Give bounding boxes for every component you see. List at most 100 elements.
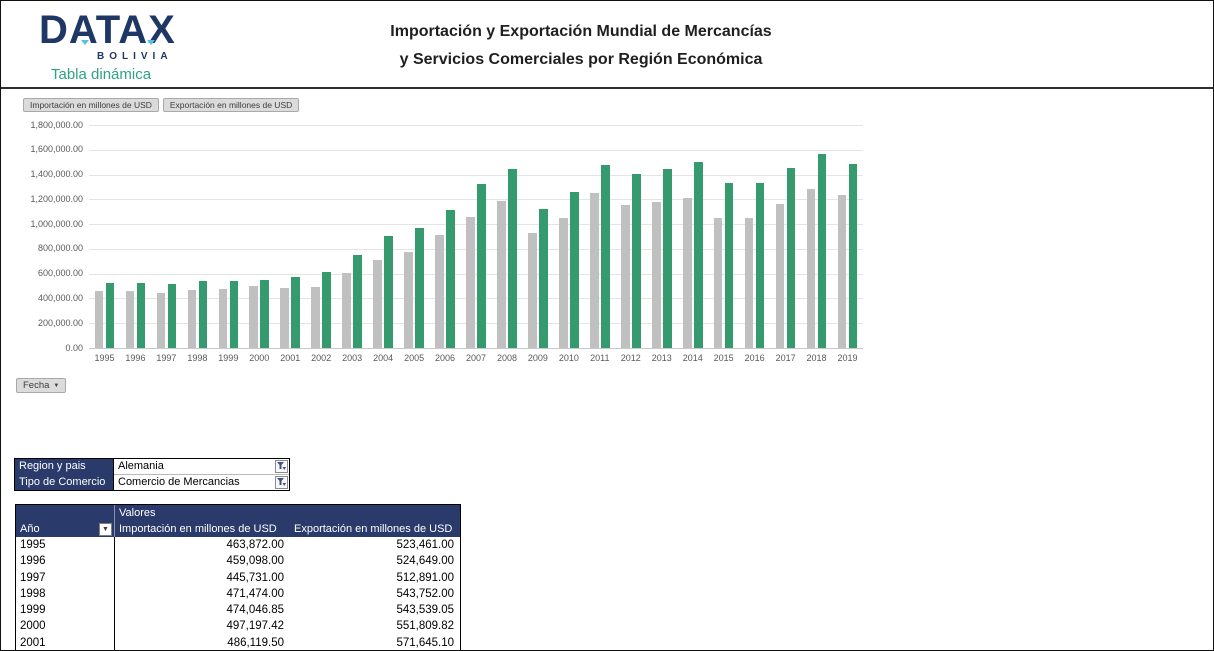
bar-export-2006	[446, 210, 455, 348]
bar-import-2000	[249, 286, 259, 348]
filter-row: Tipo de Comercio Comercio de Mercancias	[15, 474, 289, 490]
year-column-header: Año ▼	[16, 521, 115, 537]
x-axis-tick-label: 2010	[558, 353, 579, 363]
x-axis-tick-label: 2011	[590, 353, 610, 363]
brand-tagline: Tabla dinámica	[51, 66, 152, 83]
filter-field-value: Alemania	[114, 459, 289, 475]
y-gridline	[89, 149, 863, 151]
x-axis-tick-label: 1995	[94, 353, 115, 363]
y-gridline	[89, 323, 863, 325]
y-gridline	[89, 273, 863, 275]
y-axis-tick-label: 400,000.00	[37, 292, 83, 303]
bar-import-2017	[775, 204, 785, 348]
bar-export-2013	[662, 169, 672, 348]
table-row: 2000 497,197.42 551,809.82	[16, 618, 460, 635]
x-axis-tick-label: 2019	[837, 353, 858, 363]
chart-legend: Importación en millones de USD Exportaci…	[23, 98, 300, 112]
x-axis-tick-label: 2018	[806, 353, 827, 363]
export-value-cell: 543,752.00	[396, 587, 454, 600]
bar-import-2006	[435, 235, 444, 348]
bar-export-2004	[384, 236, 393, 348]
export-value-cell: 571,645.10	[396, 636, 454, 649]
filter-field-label: Tipo de Comercio	[15, 474, 114, 490]
bar-import-2009	[528, 233, 537, 348]
bar-import-2002	[311, 287, 320, 348]
y-axis-tick-label: 1,000,000.00	[30, 218, 83, 229]
bar-export-2002	[322, 272, 331, 348]
bar-import-2003	[342, 273, 351, 348]
filter-funnel-dropdown-icon[interactable]	[275, 460, 288, 473]
y-gridline	[89, 125, 863, 126]
x-axis-tick-label: 1999	[218, 353, 239, 363]
table-row: 1995 463,872.00 523,461.00	[16, 537, 460, 554]
bar-import-2007	[466, 217, 475, 348]
bar-import-2001	[280, 288, 290, 348]
bar-export-2011	[601, 165, 610, 348]
bar-import-2011	[590, 193, 599, 348]
bar-import-1999	[218, 289, 228, 348]
x-axis-tick-label: 2017	[775, 353, 796, 363]
x-axis-tick-label: 2001	[280, 353, 301, 363]
y-gridline	[89, 348, 863, 349]
y-axis-tick-label: 1,400,000.00	[30, 169, 83, 180]
table-row: 1997 445,731.00 512,891.00	[16, 569, 460, 586]
import-value-cell: 445,731.00	[226, 571, 284, 584]
x-axis-tick-label: 2007	[465, 353, 487, 363]
x-axis-tick-label: 1996	[125, 353, 146, 363]
y-gridline	[89, 174, 863, 176]
year-filter-dropdown-icon[interactable]: ▼	[99, 522, 112, 536]
bar-export-2000	[260, 280, 270, 348]
import-value-cell: 486,119.50	[227, 636, 284, 649]
bar-import-2013	[651, 202, 661, 348]
table-row: 1999 474,046.85 543,539.05	[16, 602, 460, 619]
export-column-header: Exportación en millones de USD	[294, 523, 453, 535]
x-axis-tick-label: 1997	[156, 353, 177, 363]
export-value-cell: 512,891.00	[396, 571, 454, 584]
y-gridline	[89, 298, 863, 300]
chevron-down-icon: ▼	[53, 382, 60, 389]
table-row: 1998 471,474.00 543,752.00	[16, 585, 460, 603]
fecha-field-button[interactable]: Fecha ▼	[16, 378, 67, 393]
y-gridline	[89, 248, 863, 250]
pivot-table-body: 1995 463,872.00 523,461.00 1996 459,098.00 52…	[16, 537, 460, 650]
export-value-cell: 543,539.05	[396, 604, 454, 617]
legend-field-export-button[interactable]: Exportación en millones de USD	[162, 98, 300, 112]
x-axis-tick-label: 2006	[435, 353, 456, 363]
bar-export-2015	[724, 183, 734, 348]
bar-export-2018	[817, 154, 827, 348]
page-title-line2: y Servicios Comerciales por Región Econó…	[399, 51, 763, 68]
filter-funnel-dropdown-icon[interactable]	[275, 475, 288, 489]
bar-export-2009	[539, 209, 548, 348]
bar-export-2017	[786, 168, 796, 348]
x-axis-tick-label: 2009	[527, 353, 548, 363]
app-header: DATAX BOLIVIA Tabla dinámica Importación…	[1, 1, 1213, 89]
export-value-cell: 523,461.00	[396, 539, 454, 551]
legend-field-import-button[interactable]: Importación en millones de USD	[23, 98, 159, 112]
logo-accent-icon	[147, 40, 155, 45]
bar-export-1997	[167, 284, 177, 348]
bar-export-2007	[477, 184, 486, 348]
year-cell: 1995	[16, 537, 115, 554]
bar-export-2005	[415, 228, 424, 348]
logo-accent-icon	[81, 40, 89, 45]
x-axis-tick-label: 1998	[187, 353, 208, 363]
y-axis-tick-label: 600,000.00	[37, 268, 83, 279]
bar-import-2010	[559, 218, 568, 348]
bar-import-1996	[125, 291, 135, 348]
year-cell: 1996	[16, 553, 115, 570]
export-value-cell: 524,649.00	[396, 555, 454, 568]
year-cell: 1998	[16, 585, 115, 603]
x-axis-tick-label: 2012	[620, 353, 641, 363]
bar-import-2015	[713, 218, 723, 348]
bar-export-1999	[229, 281, 239, 348]
pivot-filters: Region y pais Alemania Tipo de Comercio Com…	[14, 458, 290, 491]
import-value-cell: 463,872.00	[226, 539, 284, 551]
x-axis-tick-label: 2004	[373, 353, 394, 363]
x-axis-tick-label: 2013	[651, 353, 672, 363]
brand-logo: DATAX BOLIVIA Tabla dinámica	[39, 9, 199, 83]
bar-export-2010	[570, 192, 579, 348]
page-title: Importación y Exportación Mundial de Mer…	[271, 18, 891, 74]
table-row: 1996 459,098.00 524,649.00	[16, 553, 460, 570]
filter-row: Region y pais Alemania	[15, 459, 289, 475]
y-gridline	[89, 199, 863, 201]
